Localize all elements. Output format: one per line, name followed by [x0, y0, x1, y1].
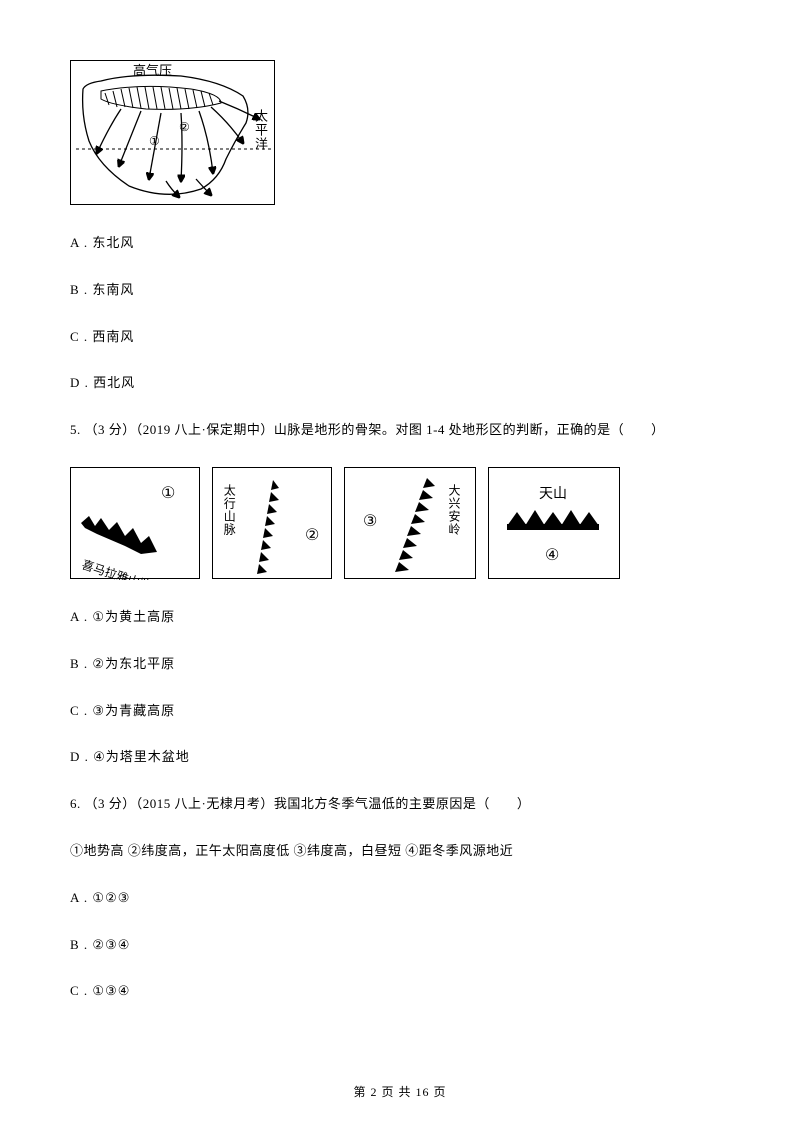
mb1-label: 喜马拉雅山脉: [80, 557, 153, 580]
mountain-box-3: ③ 大兴安岭: [344, 467, 476, 579]
mountain-figures-row: ① 喜马拉雅山脉 ② 太行山脉: [70, 467, 730, 579]
mb2-label: 太行山脉: [219, 484, 238, 536]
q5-option-b: B . ②为东北平原: [70, 654, 730, 675]
q6-sub: ①地势高 ②纬度高，正午太阳高度低 ③纬度高，白昼短 ④距冬季风源地近: [70, 841, 730, 862]
map-high-pressure-label: 高气压: [133, 63, 172, 78]
map-circle-1: ①: [149, 134, 160, 148]
q4-option-d: D . 西北风: [70, 373, 730, 394]
mb4-num: ④: [545, 547, 559, 564]
mb2-num: ②: [305, 527, 319, 544]
asia-map-svg: ① ② 高气压: [71, 61, 275, 205]
mb4-label: 天山: [539, 486, 567, 502]
q6-option-c: C . ①③④: [70, 981, 730, 1002]
mb1-num: ①: [161, 485, 175, 502]
map-circle-2: ②: [179, 120, 190, 134]
q5-option-d: D . ④为塔里木盆地: [70, 747, 730, 768]
q6-option-a: A . ①②③: [70, 888, 730, 909]
mb3-label: 大兴安岭: [444, 484, 463, 536]
q5-option-a: A . ①为黄土高原: [70, 607, 730, 628]
q6-option-b: B . ②③④: [70, 935, 730, 956]
mountain-box-4: 天山 ④: [488, 467, 620, 579]
mb3-num: ③: [363, 513, 377, 530]
map-pacific-label: 太平洋: [249, 109, 270, 151]
page-footer: 第 2 页 共 16 页: [0, 1083, 800, 1102]
mountain-box-2: ② 太行山脉: [212, 467, 332, 579]
q4-option-a: A . 东北风: [70, 233, 730, 254]
q5-text: 5. （3 分）（2019 八上·保定期中）山脉是地形的骨架。对图 1-4 处地…: [70, 420, 730, 441]
q4-option-b: B . 东南风: [70, 280, 730, 301]
q5-option-c: C . ③为青藏高原: [70, 701, 730, 722]
asia-monsoon-map: ① ② 高气压 太平洋: [70, 60, 275, 205]
mountain-box-1: ① 喜马拉雅山脉: [70, 467, 200, 579]
q4-option-c: C . 西南风: [70, 327, 730, 348]
q6-text: 6. （3 分）（2015 八上·无棣月考）我国北方冬季气温低的主要原因是（ ）: [70, 794, 730, 815]
